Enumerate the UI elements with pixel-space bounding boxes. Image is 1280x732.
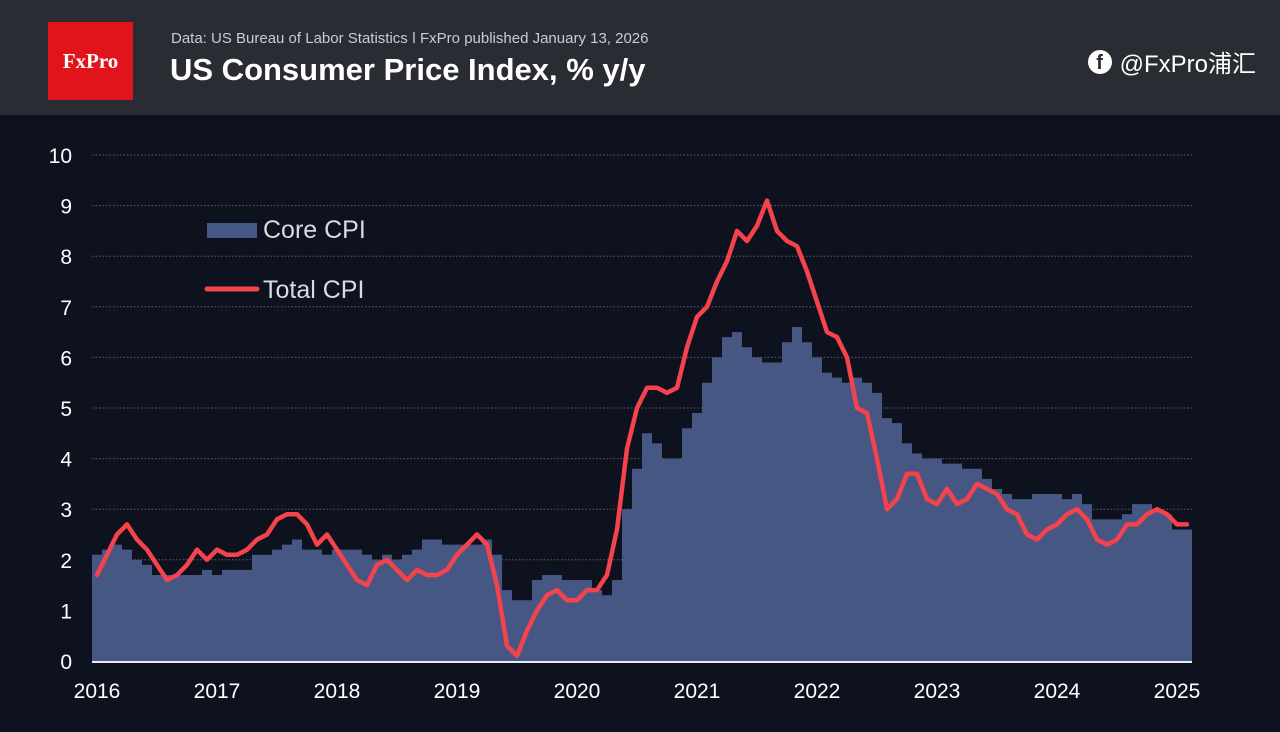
legend-total-label: Total CPI — [263, 276, 364, 304]
x-tick-label: 2022 — [794, 680, 841, 703]
y-tick-label: 9 — [60, 196, 72, 219]
facebook-icon: f — [1087, 49, 1112, 74]
x-tick-label: 2021 — [674, 680, 721, 703]
x-tick-label: 2019 — [434, 680, 481, 703]
x-tick-label: 2024 — [1034, 680, 1081, 703]
chart-title: US Consumer Price Index, % y/y — [170, 52, 646, 87]
x-tick-label: 2025 — [1154, 680, 1201, 703]
y-tick-label: 2 — [60, 550, 72, 573]
x-tick-label: 2017 — [194, 680, 241, 703]
core-cpi-area — [92, 327, 1192, 661]
x-tick-label: 2018 — [314, 680, 361, 703]
x-tick-label: 2023 — [914, 680, 961, 703]
logo-text: FxPro — [62, 48, 119, 73]
watermark-text: @FxPro浦汇 — [1119, 51, 1256, 78]
y-tick-label: 8 — [60, 246, 72, 269]
total-cpi-line — [94, 198, 1190, 659]
legend-core-swatch — [207, 223, 257, 238]
y-tick-label: 1 — [60, 600, 72, 623]
y-tick-label: 6 — [60, 347, 72, 370]
y-tick-label: 3 — [60, 499, 72, 522]
fxpro-logo: FxPro — [48, 22, 133, 100]
y-tick-label: 4 — [60, 449, 72, 472]
y-tick-label: 5 — [60, 398, 72, 421]
y-tick-label: 0 — [60, 651, 72, 674]
legend-core-label: Core CPI — [263, 216, 366, 244]
source-line: Data: US Bureau of Labor Statistics ǀ Fx… — [171, 30, 649, 47]
watermark: f @FxPro浦汇 — [1087, 44, 1256, 79]
x-tick-label: 2020 — [554, 680, 601, 703]
x-tick-label: 2016 — [74, 680, 121, 703]
y-tick-label: 7 — [60, 297, 72, 320]
header: FxPro Data: US Bureau of Labor Statistic… — [0, 0, 1280, 115]
y-tick-label: 10 — [49, 145, 72, 168]
